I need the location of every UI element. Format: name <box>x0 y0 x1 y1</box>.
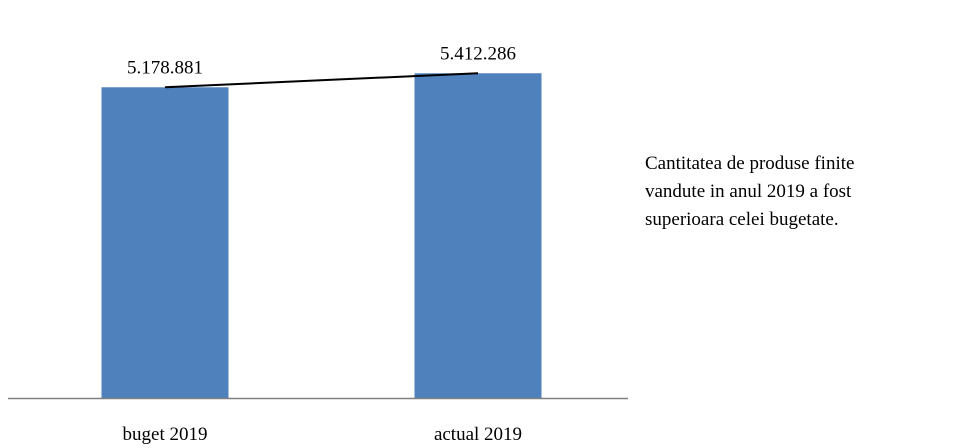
commentary-line-1: Cantitatea de produse finite <box>645 153 855 174</box>
commentary-line-2: vandute in anul 2019 a fost <box>645 181 852 202</box>
data-label-1: 5.178.881 <box>127 57 203 78</box>
bar-1 <box>101 87 229 398</box>
commentary-line-3: superioara celei bugetate. <box>645 209 839 230</box>
trend-line <box>164 72 479 89</box>
x-tick-label-2: actual 2019 <box>434 424 522 445</box>
x-tick-label-1: buget 2019 <box>123 424 208 445</box>
data-label-2: 5.412.286 <box>440 43 516 64</box>
bar-2 <box>414 73 542 398</box>
chart-commentary: Cantitatea de produse finite vandute in … <box>645 150 965 234</box>
